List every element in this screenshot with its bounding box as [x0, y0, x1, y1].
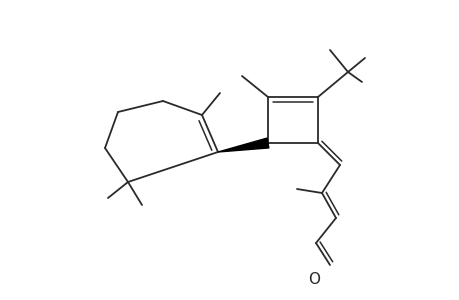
- Text: O: O: [308, 272, 319, 287]
- Polygon shape: [218, 138, 269, 152]
